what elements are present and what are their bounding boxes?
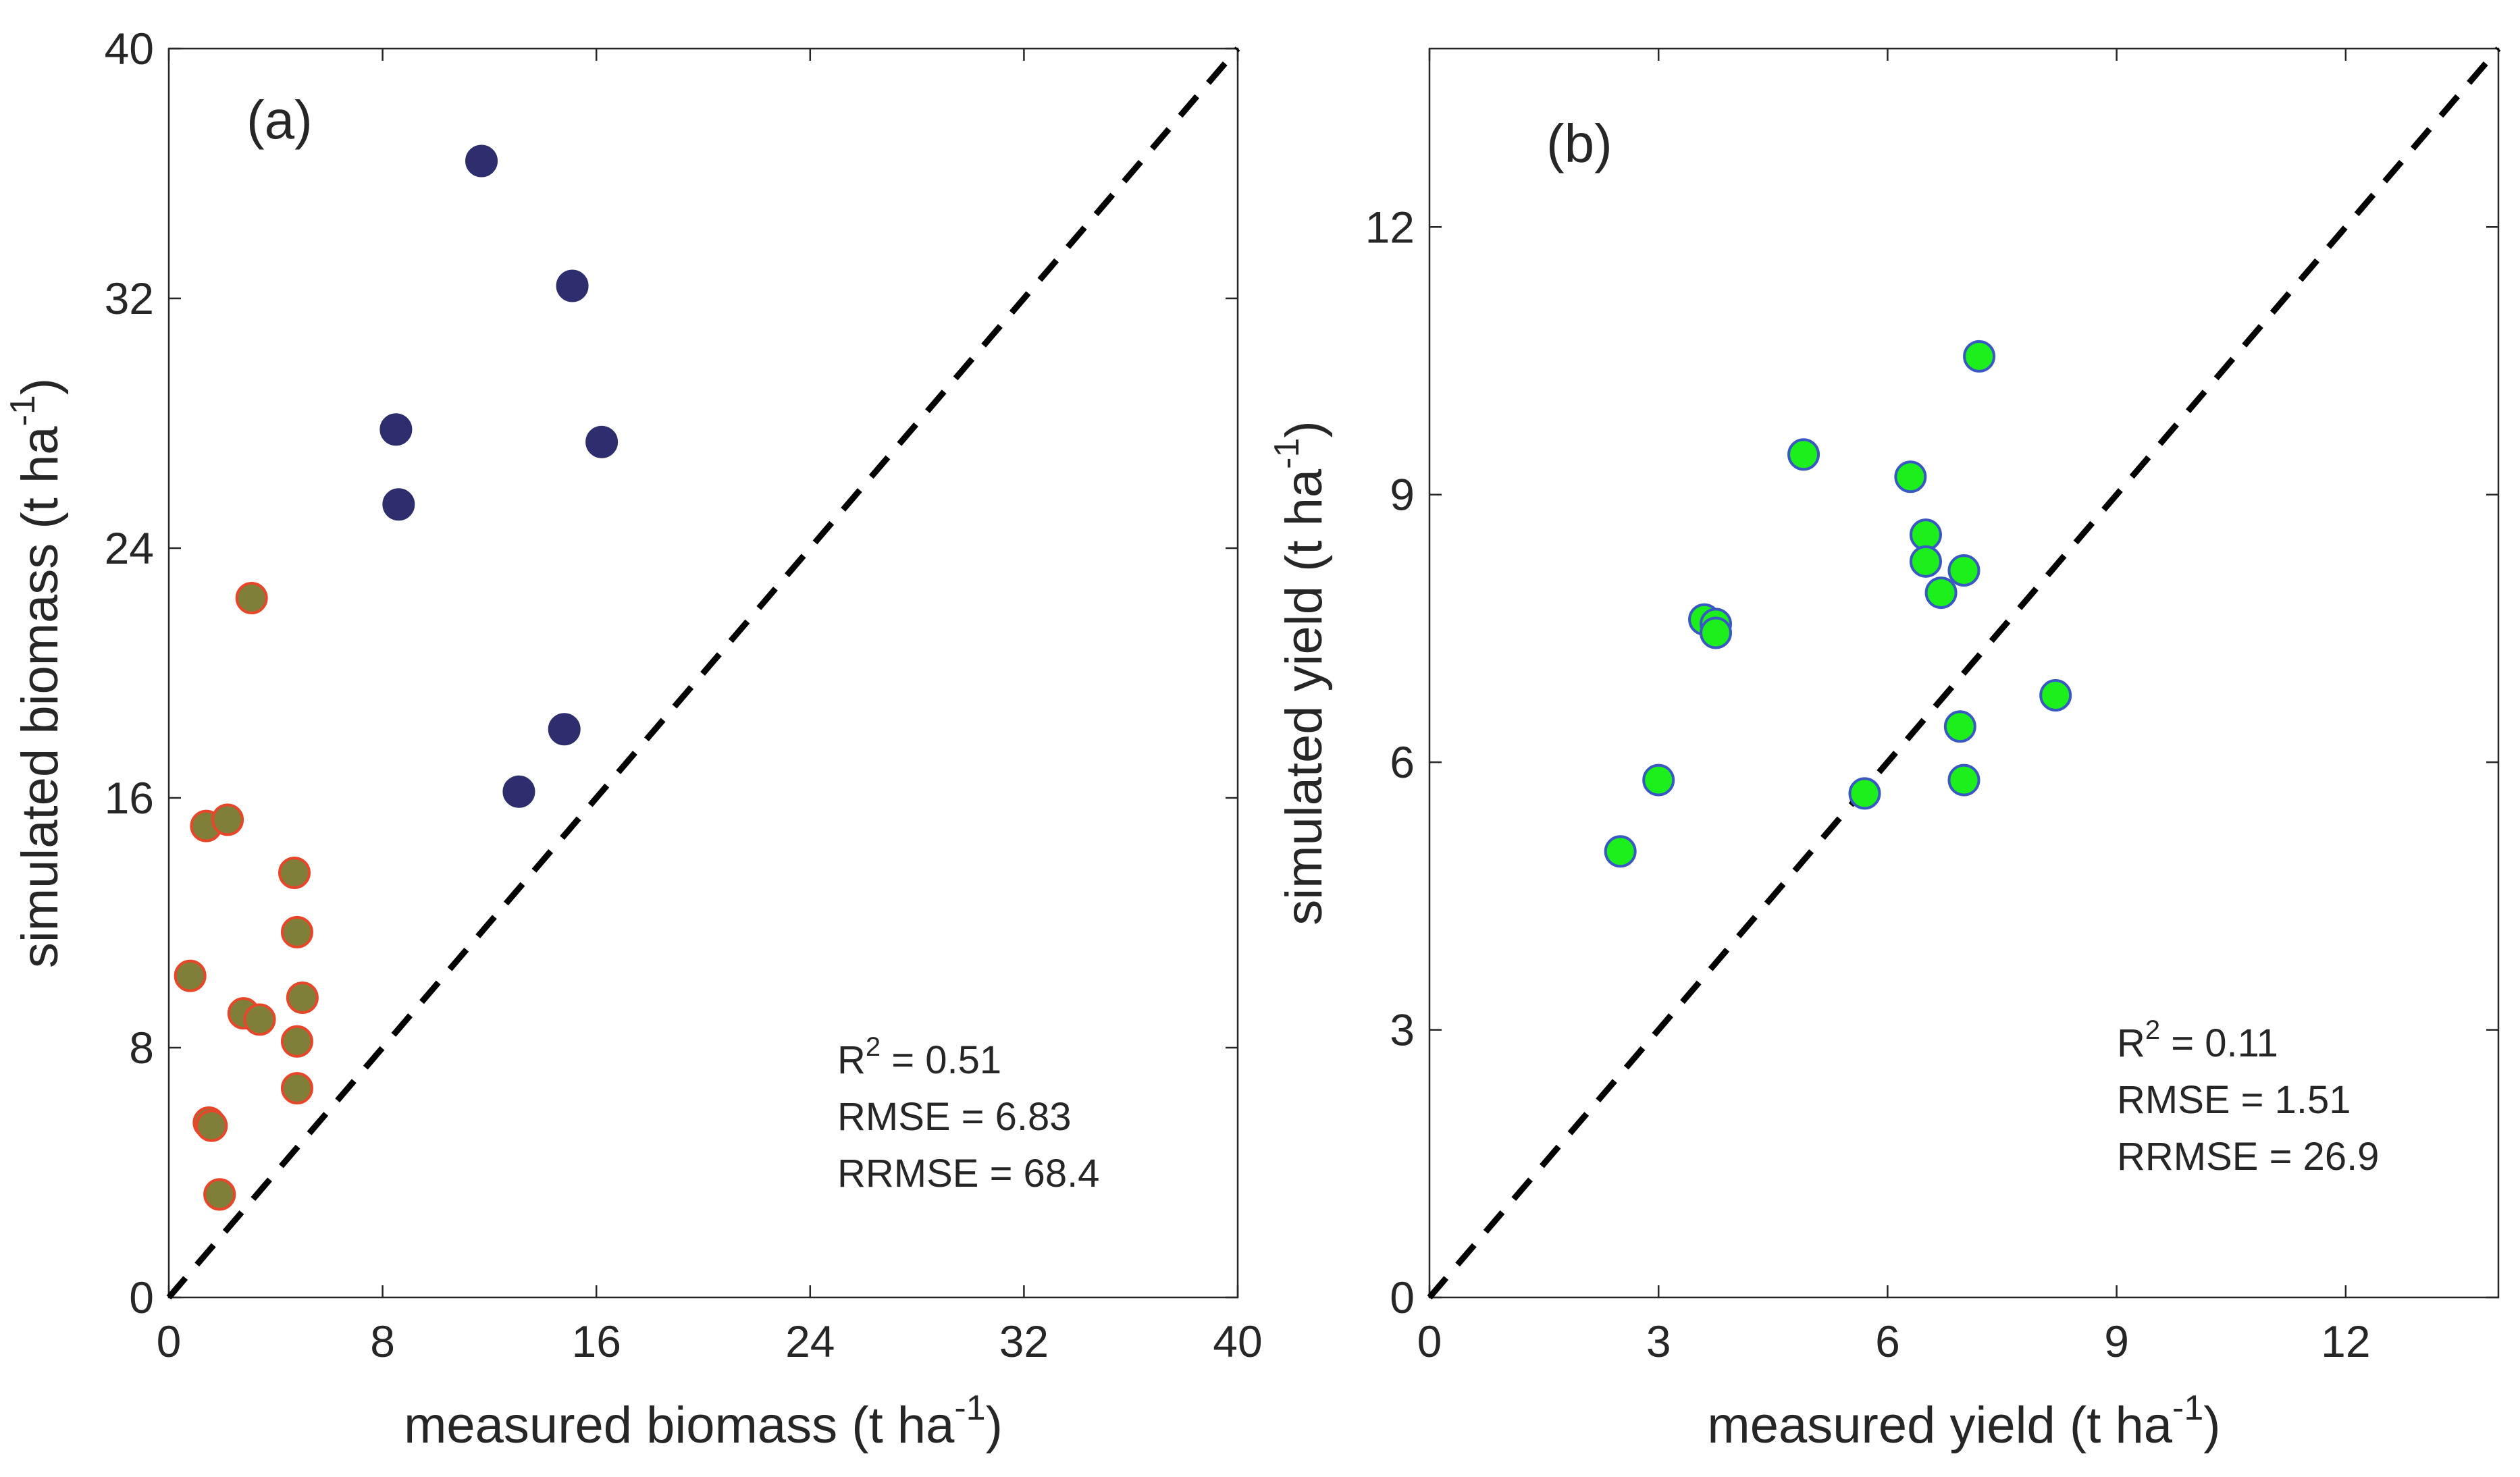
stat-rest: = 0.11 — [2160, 1021, 2278, 1065]
stat-annotation: R2 = 0.51 — [837, 1032, 1001, 1082]
data-point — [235, 582, 268, 614]
data-point — [502, 775, 535, 808]
x-tick-label: 32 — [999, 1316, 1049, 1366]
data-point — [1924, 576, 1958, 610]
data-point — [1943, 710, 1976, 743]
data-point — [1947, 763, 1980, 797]
data-point — [174, 959, 207, 992]
series-0 — [1604, 340, 2072, 868]
stat-rest: = 0.51 — [881, 1038, 1001, 1082]
data-point — [195, 1109, 228, 1142]
data-point — [286, 982, 319, 1014]
stat-annotation: R2 = 0.11 — [2117, 1015, 2278, 1065]
x-tick-label: 3 — [1646, 1316, 1671, 1366]
data-point — [1963, 340, 1996, 373]
stat-label: RRMSE = 68.4 — [837, 1152, 1099, 1196]
data-point — [2039, 679, 2072, 712]
panel-a: 0 8 16 24 32 40 0 8 16 24 32 40 (a) R2 = 0.51 RMSE = 6… — [3, 24, 1263, 1454]
data-point — [280, 1072, 313, 1105]
y-axis-label-tail: ) — [11, 378, 69, 395]
x-tick-label: 0 — [1417, 1316, 1442, 1366]
y-axis-label: simulated yield (t ha-1) — [1267, 421, 1333, 925]
stat-sup: 2 — [866, 1032, 881, 1062]
panel-label: (a) — [246, 90, 313, 150]
data-point — [465, 144, 498, 178]
y-tick-label: 0 — [1390, 1272, 1415, 1322]
x-tick-label: 12 — [2321, 1316, 2370, 1366]
x-axis-label-sup: -1 — [2172, 1389, 2203, 1428]
y-tick-label: 8 — [129, 1023, 154, 1073]
one-to-one-line — [166, 47, 1240, 1299]
stat-annotation: RRMSE = 68.4 — [837, 1152, 1099, 1196]
y-tick-label: 40 — [105, 24, 154, 74]
y-axis-label-main: simulated yield (t ha — [1276, 468, 1333, 925]
series-1 — [379, 144, 619, 808]
x-tick-label: 24 — [785, 1316, 835, 1366]
x-tick-label: 8 — [370, 1316, 395, 1366]
y-axis-label-main: simulated biomass (t ha — [11, 426, 69, 968]
y-tick-label: 24 — [105, 523, 154, 573]
x-tick-label: 40 — [1213, 1316, 1262, 1366]
x-axis-label-tail: ) — [2203, 1397, 2220, 1454]
data-point — [243, 1003, 276, 1036]
data-point — [1947, 554, 1980, 587]
one-to-one-line — [1427, 47, 2501, 1299]
data-point — [1642, 763, 1675, 797]
y-tick-label: 12 — [1365, 202, 1415, 252]
data-point — [1894, 460, 1927, 493]
stat-sup: 2 — [2145, 1015, 2160, 1045]
stat-annotation: RRMSE = 26.9 — [2117, 1135, 2379, 1179]
stat-annotation: RMSE = 6.83 — [837, 1095, 1072, 1139]
y-tick-label: 16 — [105, 773, 154, 823]
panel-label: (b) — [1546, 113, 1612, 173]
data-point — [203, 1178, 236, 1211]
data-point — [280, 1025, 313, 1058]
data-point — [1700, 616, 1733, 649]
x-tick-label: 16 — [571, 1316, 621, 1366]
data-point — [548, 713, 581, 746]
x-tick-label: 9 — [2104, 1316, 2129, 1366]
x-tick-label: 6 — [1875, 1316, 1900, 1366]
stat-label: RMSE = 1.51 — [2117, 1078, 2351, 1122]
panel-b: 0 3 6 9 12 0 3 6 9 12 (b) R2 = 0.11 RMSE = 1.51 RRMSE… — [1267, 47, 2501, 1454]
data-point — [1604, 835, 1637, 868]
data-point — [382, 488, 415, 521]
y-axis-label-sup: -1 — [3, 395, 43, 426]
x-axis-label: measured yield (t ha-1) — [1707, 1389, 2220, 1454]
x-axis-label-main: measured biomass (t ha — [404, 1397, 955, 1454]
stat-label: R — [837, 1038, 866, 1082]
series-0 — [174, 582, 319, 1211]
y-axis-label: simulated biomass (t ha-1) — [3, 378, 69, 968]
data-point — [280, 915, 313, 948]
data-point — [1848, 777, 1881, 810]
data-point — [556, 269, 589, 302]
data-point — [1909, 545, 1942, 578]
x-tick-label: 0 — [157, 1316, 182, 1366]
y-tick-label: 32 — [105, 273, 154, 323]
data-point — [379, 413, 413, 446]
data-point — [211, 803, 244, 836]
data-point — [278, 857, 311, 889]
y-tick-label: 9 — [1390, 470, 1415, 520]
stat-annotation: RMSE = 1.51 — [2117, 1078, 2351, 1122]
y-tick-label: 0 — [129, 1272, 154, 1322]
stat-label: RMSE = 6.83 — [837, 1095, 1072, 1139]
y-axis-label-sup: -1 — [1267, 438, 1307, 469]
data-point — [1787, 438, 1820, 471]
x-axis-label-tail: ) — [986, 1397, 1003, 1454]
x-axis-label-main: measured yield (t ha — [1707, 1397, 2172, 1454]
data-point — [1909, 518, 1942, 552]
y-tick-label: 6 — [1390, 737, 1415, 787]
x-axis-label-sup: -1 — [954, 1389, 985, 1428]
stat-label: RRMSE = 26.9 — [2117, 1135, 2379, 1179]
data-point — [585, 425, 619, 458]
y-axis-label-tail: ) — [1276, 421, 1333, 437]
stat-label: R — [2117, 1021, 2145, 1065]
y-tick-label: 3 — [1390, 1005, 1415, 1055]
x-axis-label: measured biomass (t ha-1) — [404, 1389, 1003, 1454]
